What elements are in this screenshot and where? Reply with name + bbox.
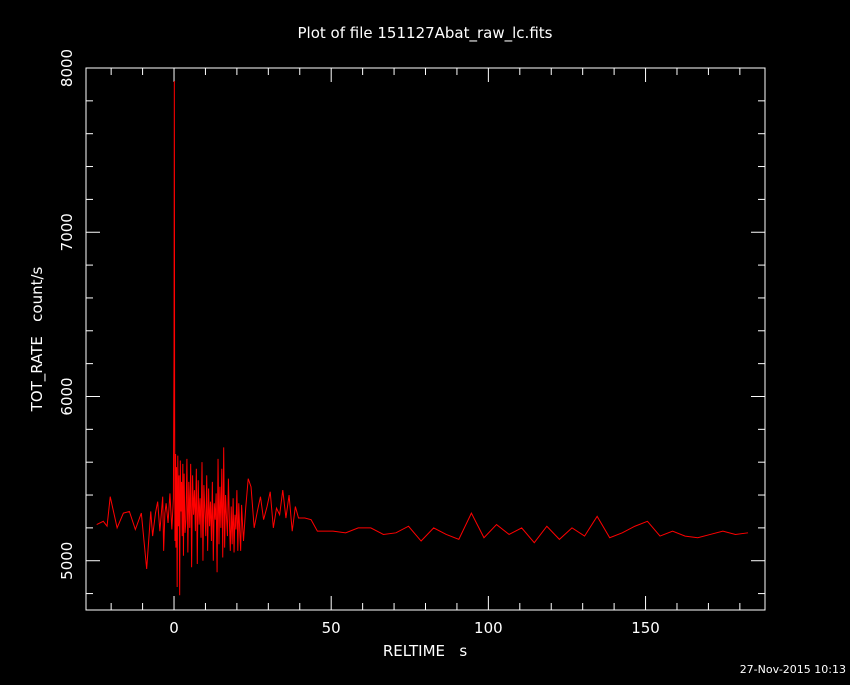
y-axis-label: TOT_RATE count/s: [28, 266, 47, 412]
axis-ticks: [86, 67, 765, 610]
x-tick-label: 50: [322, 619, 341, 637]
y-tick-label: 7000: [58, 213, 76, 251]
tot-rate-series-line: [96, 81, 749, 596]
plot-title: Plot of file 151127Abat_raw_lc.fits: [298, 24, 553, 43]
x-axis-label: RELTIME s: [383, 642, 468, 660]
x-tick-label: 100: [474, 619, 503, 637]
series-layer: [96, 81, 749, 596]
x-tick-label: 0: [169, 619, 179, 637]
y-tick-label: 8000: [58, 49, 76, 87]
x-tick-label: 150: [631, 619, 660, 637]
y-tick-label: 5000: [58, 542, 76, 580]
timestamp: 27-Nov-2015 10:13: [740, 663, 846, 676]
y-tick-label: 6000: [58, 377, 76, 415]
tick-labels: 0 50 100 150 5000 6000 7000 8000: [58, 49, 660, 637]
